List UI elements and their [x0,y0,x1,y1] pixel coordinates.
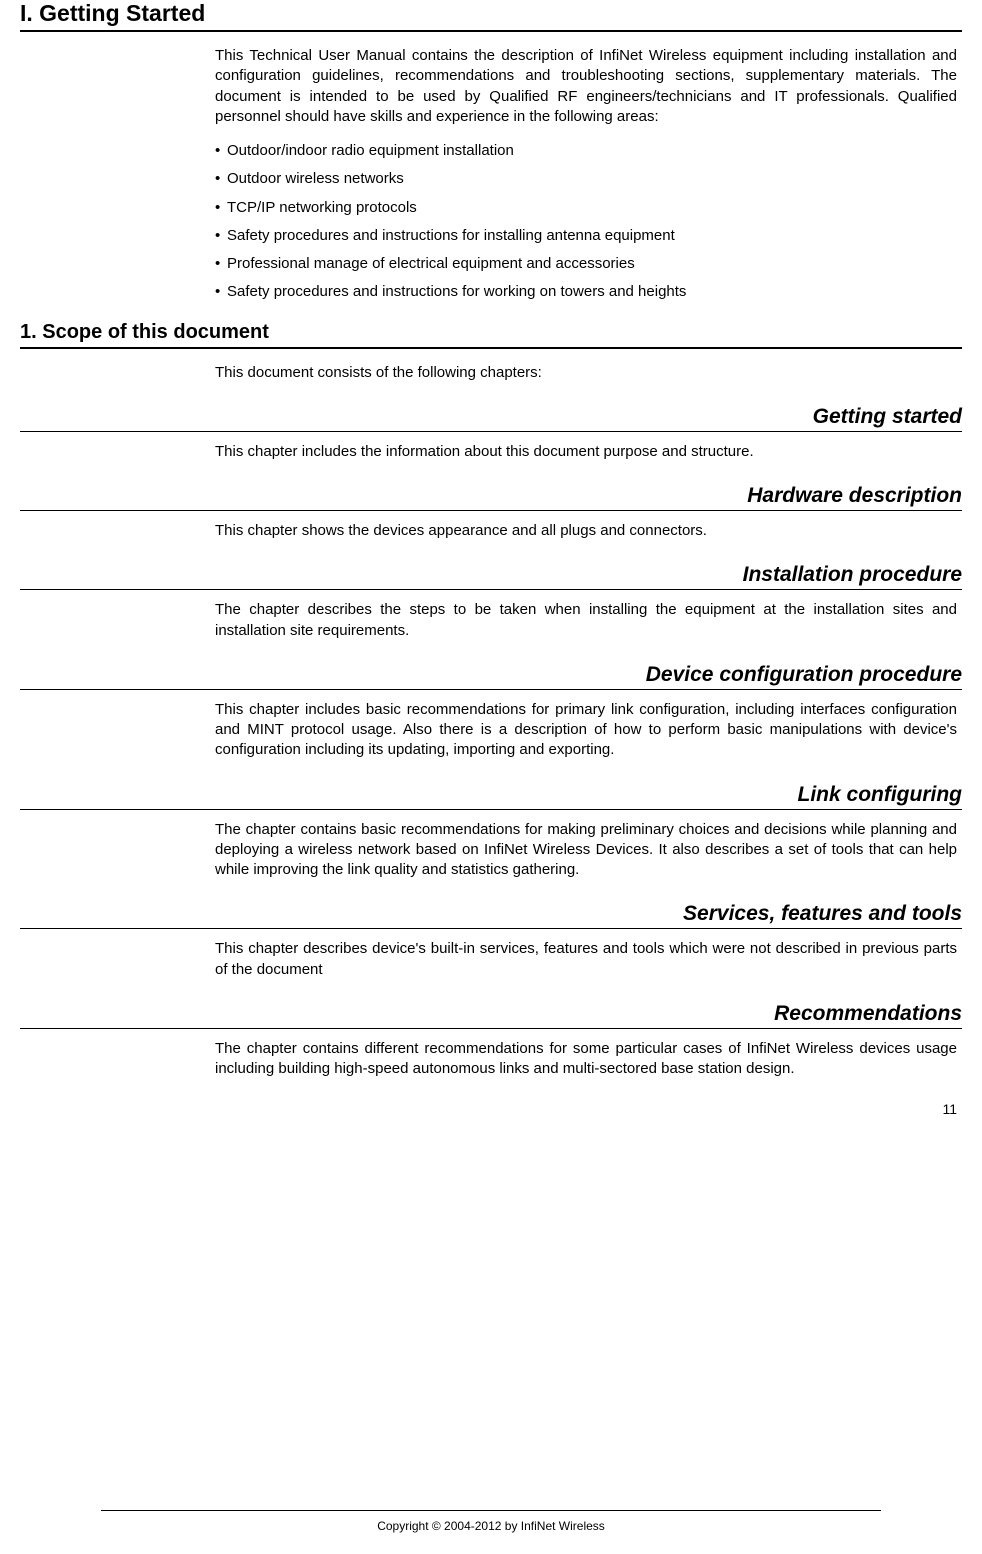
subsection-body: This chapter includes the information ab… [215,442,957,462]
subsection-title: Recommendations [20,1002,962,1029]
subsection-body: This chapter describes device's built-in… [215,939,957,980]
skills-list: Outdoor/indoor radio equipment installat… [215,141,957,303]
main-heading: I. Getting Started [20,0,962,32]
subsection-body: The chapter contains different recommend… [215,1039,957,1080]
subsection-title: Device configuration procedure [20,663,962,690]
footer-divider [101,1510,881,1511]
bullet-item: TCP/IP networking protocols [215,198,957,218]
subsection-block: The chapter describes the steps to be ta… [215,600,957,641]
subsection-body: This chapter includes basic recommendati… [215,700,957,761]
subsection-block: This chapter includes basic recommendati… [215,700,957,761]
intro-block: This Technical User Manual contains the … [215,46,957,303]
intro-paragraph: This Technical User Manual contains the … [215,46,957,127]
subsection-body: This chapter shows the devices appearanc… [215,521,957,541]
bullet-item: Outdoor/indoor radio equipment installat… [215,141,957,161]
subsection-title: Link configuring [20,783,962,810]
subsection-body: The chapter contains basic recommendatio… [215,820,957,881]
bullet-item: Safety procedures and instructions for i… [215,226,957,246]
subsection-block: This chapter includes the information ab… [215,442,957,462]
subsection-block: This chapter shows the devices appearanc… [215,521,957,541]
copyright-footer: Copyright © 2004-2012 by InfiNet Wireles… [20,1519,962,1548]
subsection-title: Hardware description [20,484,962,511]
page-number: 11 [20,1101,957,1117]
subsection-block: The chapter contains basic recommendatio… [215,820,957,881]
bullet-item: Professional manage of electrical equipm… [215,254,957,274]
subsection-block: This chapter describes device's built-in… [215,939,957,980]
subsection-block: The chapter contains different recommend… [215,1039,957,1080]
subsection-body: The chapter describes the steps to be ta… [215,600,957,641]
subsection-title: Getting started [20,405,962,432]
subsection-title: Installation procedure [20,563,962,590]
scope-intro: This document consists of the following … [215,363,957,383]
bullet-item: Safety procedures and instructions for w… [215,282,957,302]
scope-heading: 1. Scope of this document [20,321,962,349]
scope-block: This document consists of the following … [215,363,957,383]
subsection-title: Services, features and tools [20,902,962,929]
bullet-item: Outdoor wireless networks [215,169,957,189]
